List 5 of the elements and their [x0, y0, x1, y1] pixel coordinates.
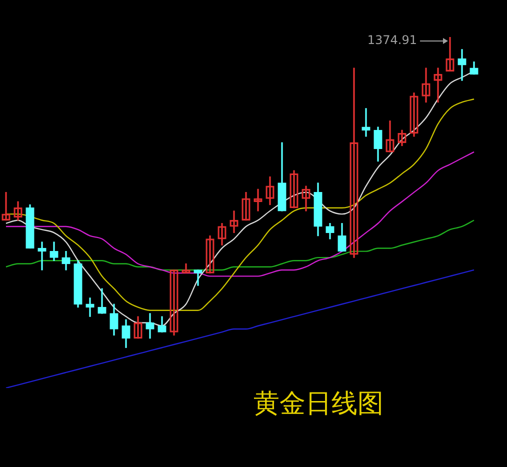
candlestick [194, 270, 202, 286]
candlestick [458, 49, 466, 81]
text: 黄金日线图 [252, 388, 384, 421]
candlestick [362, 108, 370, 137]
annotation: 1374.91 [367, 33, 417, 48]
